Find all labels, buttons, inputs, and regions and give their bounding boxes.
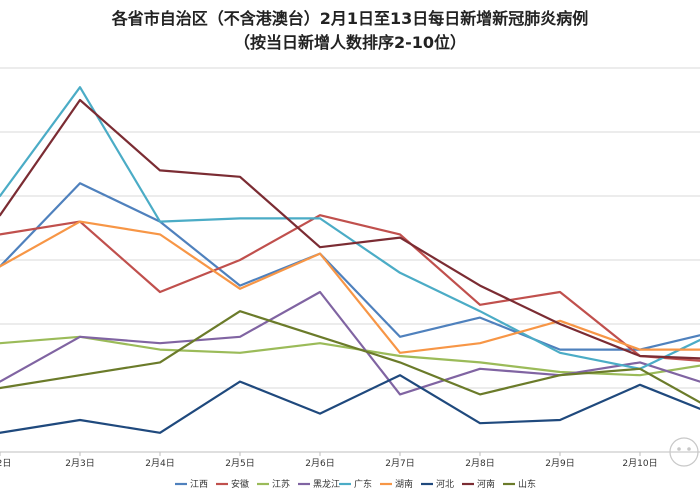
x-tick-label: 2日 <box>0 458 11 469</box>
chart-subtitle: （按当日新增人数排序2-10位） <box>234 33 466 52</box>
legend-label-广东: 广东 <box>354 478 372 490</box>
series-lines <box>0 86 700 434</box>
legend-label-安徽: 安徽 <box>231 478 249 490</box>
wechat-watermark <box>669 437 699 467</box>
series-line-广东 <box>0 86 700 370</box>
x-tick-label: 2月4日 <box>145 458 174 469</box>
series-line-湖南 <box>0 220 700 354</box>
series-line-江西 <box>0 182 700 351</box>
legend-label-河南: 河南 <box>477 478 495 490</box>
gridlines <box>0 67 700 453</box>
legend-label-黑龙江: 黑龙江 <box>313 478 340 490</box>
x-tick-label: 2月7日 <box>385 458 414 469</box>
x-tick-label: 2月5日 <box>225 458 254 469</box>
series-line-山东 <box>0 310 700 404</box>
chart-title: 各省市自治区（不含港澳台）2月1日至13日每日新增新冠肺炎病例 <box>111 9 589 28</box>
legend: 江西 安徽 江苏 黑龙江 广东 湖南 河北 河南 山东 <box>175 478 536 490</box>
x-axis-ticks: 2日 2月3日 2月4日 2月5日 2月6日 2月7日 2月8日 2月9日 2月10日 <box>0 452 658 469</box>
series-line-黑龙江 <box>0 290 700 396</box>
legend-label-山东: 山东 <box>518 478 536 490</box>
legend-label-江苏: 江苏 <box>272 478 290 490</box>
x-tick-label: 2月6日 <box>305 458 334 469</box>
legend-label-河北: 河北 <box>436 478 454 490</box>
x-tick-label: 2月3日 <box>65 458 94 469</box>
legend-label-江西: 江西 <box>190 479 208 490</box>
x-tick-label: 2月9日 <box>545 458 574 469</box>
series-line-河南 <box>0 98 700 360</box>
series-line-安徽 <box>0 214 700 362</box>
series-line-河北 <box>0 374 700 434</box>
x-tick-label: 2月8日 <box>465 458 494 469</box>
legend-label-湖南: 湖南 <box>395 478 413 490</box>
x-tick-label: 2月10日 <box>622 458 657 469</box>
